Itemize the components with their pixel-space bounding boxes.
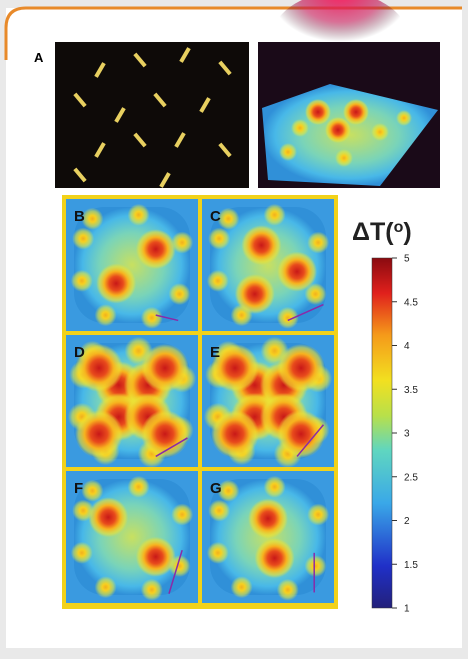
- panel-label: A: [34, 50, 44, 65]
- panel-label: E: [210, 344, 220, 361]
- colorbar-tick-label: 2.5: [404, 472, 418, 483]
- figure: A B C D E F G ΔT(o) 1 1.5 2 2.5 3 3.5 4 4.5 5: [0, 0, 468, 654]
- panel-label: C: [210, 208, 221, 225]
- hot-spot: [277, 579, 299, 601]
- plate-spot: [371, 123, 389, 141]
- hot-spot: [264, 204, 286, 226]
- panel-label: F: [74, 480, 83, 497]
- title-main: ΔT(: [352, 218, 394, 246]
- hot-spot: [96, 263, 136, 303]
- hot-spot: [71, 542, 93, 564]
- hot-spot: [128, 476, 150, 498]
- hot-spot: [255, 538, 295, 578]
- panel-label: G: [210, 480, 222, 497]
- colorbar-tick-label: 3.5: [404, 385, 418, 396]
- hot-spot: [95, 576, 117, 598]
- plate-spot: [325, 117, 351, 143]
- hot-spot: [128, 204, 150, 226]
- colorbar-tick-label: 3: [404, 429, 410, 440]
- plate-spot: [279, 143, 297, 161]
- heatmap: D: [66, 335, 198, 468]
- page: A BCDEFG ΔT(o) 11.522.533.544.55 (() => …: [0, 0, 468, 654]
- colorbar-tick-label: 1.5: [404, 560, 418, 571]
- hot-spot: [207, 270, 229, 292]
- heatmap: G: [202, 471, 334, 603]
- plate-spot: [335, 149, 353, 167]
- title-end: ): [403, 218, 411, 246]
- hot-spot: [171, 504, 193, 526]
- hot-spot: [235, 274, 275, 314]
- hot-spot: [136, 229, 176, 269]
- panel-label: B: [74, 208, 85, 225]
- hot-spot: [207, 542, 229, 564]
- title-sup: o: [394, 219, 404, 236]
- colorbar-tick-label: 4: [404, 341, 410, 352]
- hot-spot: [307, 504, 329, 526]
- colorbar-tick-label: 5: [404, 254, 410, 265]
- colorbar-title: ΔT(o): [352, 218, 412, 246]
- hot-spot: [241, 225, 281, 265]
- hot-spot: [305, 555, 327, 577]
- plate-spot: [396, 110, 412, 126]
- hot-spot: [75, 410, 123, 458]
- hot-spot: [307, 232, 329, 254]
- hot-spot: [277, 344, 325, 392]
- hot-spot: [211, 410, 259, 458]
- hot-spot: [81, 480, 103, 502]
- hot-spot: [141, 307, 163, 329]
- hot-spot: [208, 228, 230, 250]
- colorbar-tick-label: 4.5: [404, 297, 418, 308]
- hot-spot: [231, 576, 253, 598]
- hot-spot: [169, 283, 191, 305]
- plate-spot: [305, 99, 331, 125]
- hot-spot: [248, 499, 288, 539]
- hot-spot: [141, 344, 189, 392]
- plate-spot: [291, 119, 309, 137]
- hot-spot: [71, 270, 93, 292]
- hot-spot: [95, 304, 117, 326]
- heatmap: B: [66, 199, 198, 331]
- hot-spot: [141, 579, 163, 601]
- colorbar-tick-label: 1: [404, 604, 410, 615]
- hot-spot: [277, 252, 317, 292]
- colorbar: [372, 258, 392, 608]
- hot-spot: [88, 497, 128, 537]
- heatmap: C: [202, 199, 334, 331]
- hot-spot: [136, 537, 176, 577]
- hot-spot: [264, 476, 286, 498]
- hot-spot: [208, 500, 230, 522]
- colorbar-tick-label: 2: [404, 516, 410, 527]
- hot-spot: [72, 228, 94, 250]
- panel-label: D: [74, 344, 85, 361]
- heatmap: F: [66, 471, 198, 603]
- heatmap: E: [202, 335, 334, 468]
